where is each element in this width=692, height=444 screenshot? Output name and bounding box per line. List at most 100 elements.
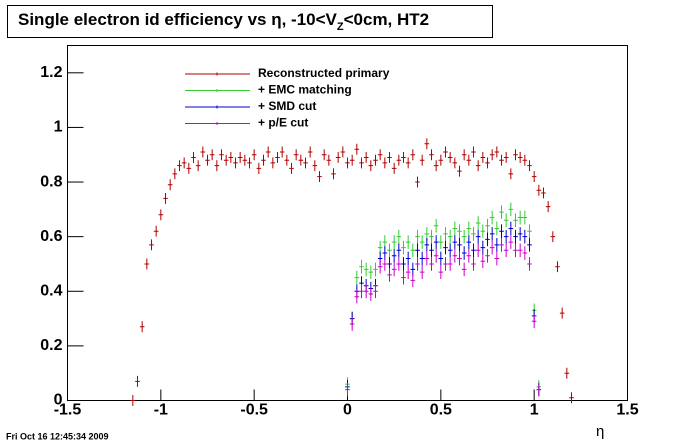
error-bar — [485, 157, 490, 169]
legend-label: + EMC matching — [258, 83, 352, 97]
error-bar — [387, 152, 392, 163]
error-bar — [443, 240, 448, 255]
error-bar — [499, 224, 504, 239]
error-bar — [419, 251, 425, 266]
error-bar — [461, 229, 467, 244]
error-bar — [405, 235, 411, 249]
error-bar — [527, 224, 532, 239]
title-main: Single electron id efficiency vs η, -10<… — [18, 10, 338, 29]
error-bar — [135, 375, 140, 387]
error-bar — [517, 210, 523, 225]
x-tick-label: 1 — [530, 402, 539, 419]
error-bar — [340, 146, 346, 158]
error-bar — [144, 258, 150, 270]
error-bar — [457, 251, 462, 266]
error-bar — [345, 382, 350, 397]
error-bar — [265, 146, 271, 158]
error-bar — [424, 138, 430, 150]
error-bar — [401, 257, 406, 271]
error-bar — [396, 154, 402, 166]
error-bar — [494, 251, 500, 266]
error-bar — [289, 162, 294, 174]
error-bar — [345, 157, 350, 169]
error-bar — [410, 149, 416, 161]
error-bar — [527, 160, 532, 172]
y-tick-label: 0.6 — [40, 228, 62, 245]
error-bar — [522, 210, 528, 225]
error-bar — [405, 157, 411, 169]
error-bar — [508, 221, 514, 236]
error-bar — [443, 146, 448, 158]
error-bar — [158, 209, 164, 221]
error-bar — [382, 157, 388, 169]
error-bar — [237, 152, 243, 163]
error-bar — [382, 257, 388, 271]
x-axis-label: η — [596, 423, 604, 440]
error-bar — [396, 229, 402, 244]
error-bar — [527, 238, 532, 252]
error-bar — [513, 149, 518, 161]
error-bar — [503, 152, 509, 163]
error-bar — [219, 149, 224, 161]
error-bar — [480, 152, 486, 163]
error-bar — [513, 213, 518, 228]
error-bar — [401, 152, 406, 163]
error-bar — [228, 152, 234, 163]
error-bar — [475, 229, 481, 244]
legend-label: Reconstructed primary — [258, 66, 390, 80]
error-bar — [489, 149, 495, 161]
error-bar — [536, 184, 542, 196]
error-bar — [452, 157, 458, 169]
error-bar — [503, 213, 509, 228]
y-tick-label: 1.2 — [40, 64, 62, 81]
error-bar — [415, 176, 420, 188]
error-bar — [298, 154, 304, 166]
error-bar — [354, 289, 360, 304]
error-bar — [354, 270, 360, 285]
title-box — [7, 5, 493, 38]
error-bar — [359, 284, 364, 299]
error-bar — [186, 162, 192, 174]
error-bar — [251, 149, 257, 161]
error-bar — [438, 235, 444, 249]
error-bar — [233, 157, 238, 169]
error-bar — [391, 235, 397, 249]
error-bar — [317, 171, 322, 183]
error-bar — [401, 270, 406, 285]
error-bar — [331, 168, 336, 180]
error-bar — [172, 168, 178, 180]
error-bar — [415, 229, 420, 244]
error-bar — [555, 261, 560, 273]
error-bar — [401, 240, 406, 255]
title-end: <0cm, HT2 — [344, 10, 430, 29]
error-bar — [209, 149, 215, 161]
error-bar — [429, 243, 434, 258]
error-bar — [447, 152, 453, 163]
error-bar — [139, 321, 145, 333]
error-bar — [242, 154, 248, 166]
error-bar — [349, 154, 355, 166]
error-bar — [433, 218, 439, 233]
error-bar — [447, 229, 453, 244]
error-bar — [387, 268, 392, 282]
error-bar — [415, 243, 420, 258]
error-bar — [279, 146, 285, 158]
error-bar — [205, 154, 210, 166]
error-bar — [410, 243, 416, 258]
error-bar — [475, 216, 481, 230]
error-bar — [522, 229, 528, 244]
error-bar — [415, 257, 420, 271]
error-bar — [419, 154, 425, 166]
error-bar — [438, 251, 444, 266]
error-bar — [335, 152, 341, 163]
error-bar — [270, 157, 276, 169]
error-bar — [536, 382, 542, 397]
y-tick-label: 0 — [54, 392, 63, 409]
error-bar — [368, 287, 374, 301]
error-bar — [461, 246, 467, 260]
error-bar — [452, 221, 458, 236]
error-bar — [471, 146, 476, 158]
error-bar — [466, 221, 472, 236]
x-tick-label: -0.5 — [240, 402, 268, 419]
